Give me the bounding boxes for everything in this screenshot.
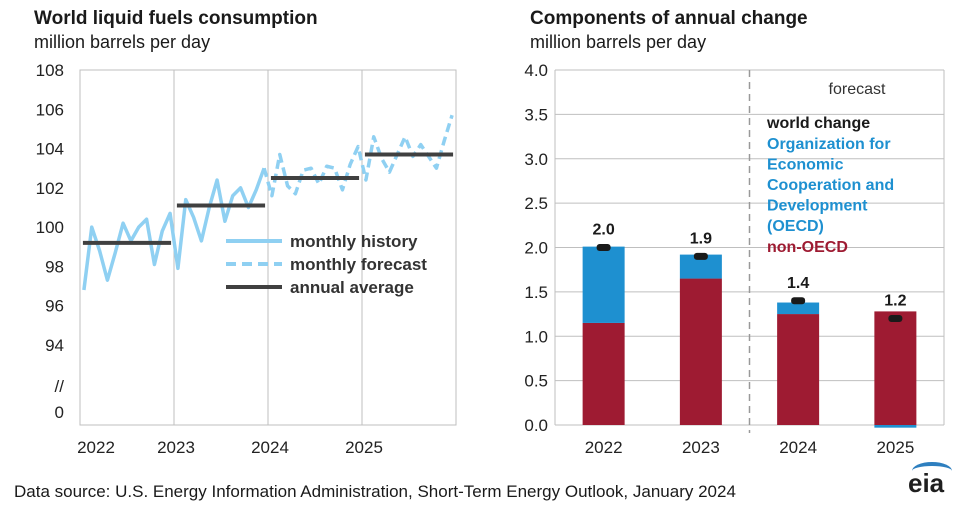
y-tick-label: 1.0 — [524, 327, 548, 346]
left-chart: 2022 2023 2024 2025 108 106 104 102 100 98 96 94 // 0… — [36, 61, 457, 457]
y-tick-label: 3.5 — [524, 105, 548, 124]
y-tick-label: 108 — [36, 61, 64, 80]
legend-oecd-line: Development — [767, 198, 868, 215]
eia-logo-arc-icon — [912, 462, 952, 480]
oecd-bar — [874, 425, 917, 428]
y-tick-label: 0.5 — [524, 372, 548, 391]
non-oecd-bar — [679, 278, 722, 425]
monthly-history-line — [82, 167, 266, 291]
data-label: 1.2 — [884, 293, 906, 310]
oecd-bar — [679, 254, 722, 279]
legend-label: monthly forecast — [290, 255, 427, 274]
y-tick-label: 2.5 — [524, 194, 548, 213]
x-tick-label: 2022 — [585, 438, 623, 457]
y-tick-label: 2.0 — [524, 239, 548, 258]
right-chart: 0.0 0.5 1.0 1.5 2.0 2.5 3.0 3.5 4.0 forecast 2.0 20… — [524, 61, 945, 457]
right-chart-subtitle: million barrels per day — [530, 32, 707, 52]
world-change-marker — [596, 244, 611, 251]
right-chart-title: Components of annual change — [530, 8, 808, 29]
axis-break-mark: // — [55, 377, 65, 396]
y-tick-label: 96 — [45, 297, 64, 316]
oecd-bar — [777, 302, 820, 315]
legend-oecd-line: Cooperation and — [767, 177, 894, 194]
y-tick-label: 100 — [36, 218, 64, 237]
non-oecd-bar — [777, 314, 820, 425]
y-tick-label: 98 — [45, 257, 64, 276]
y-tick-label: 102 — [36, 179, 64, 198]
legend-label: annual average — [290, 278, 414, 297]
y-tick-label: 3.0 — [524, 150, 548, 169]
y-tick-label: 4.0 — [524, 61, 548, 80]
monthly-forecast-line — [262, 114, 454, 198]
y-tick-label: 0 — [55, 403, 64, 422]
data-label: 1.9 — [690, 230, 712, 247]
x-tick-label: 2023 — [157, 438, 195, 457]
y-tick-label: 106 — [36, 100, 64, 119]
oecd-bar — [582, 246, 625, 323]
left-chart-title: World liquid fuels consumption — [34, 8, 318, 29]
y-tick-label: 104 — [36, 140, 64, 159]
legend-oecd-line: Economic — [767, 157, 844, 174]
legend-oecd-line: Organization for — [767, 136, 891, 153]
legend-non-oecd: non-OECD — [767, 239, 848, 256]
data-label: 1.4 — [787, 275, 809, 292]
y-tick-label: 0.0 — [524, 416, 548, 435]
eia-logo: eia — [908, 468, 945, 498]
world-change-marker — [888, 315, 903, 322]
x-tick-label: 2024 — [251, 438, 289, 457]
forecast-label: forecast — [829, 81, 886, 98]
x-tick-label: 2022 — [77, 438, 115, 457]
legend-label: monthly history — [290, 232, 418, 251]
x-tick-label: 2025 — [345, 438, 383, 457]
legend-world-change: world change — [766, 115, 870, 132]
data-source-note: Data source: U.S. Energy Information Adm… — [14, 482, 736, 501]
x-tick-label: 2023 — [682, 438, 720, 457]
left-chart-subtitle: million barrels per day — [34, 32, 211, 52]
non-oecd-bar — [582, 322, 625, 425]
x-tick-label: 2024 — [779, 438, 817, 457]
y-tick-label: 94 — [45, 336, 64, 355]
non-oecd-bar — [874, 311, 917, 425]
x-tick-label: 2025 — [876, 438, 914, 457]
legend-oecd-line: (OECD) — [767, 218, 824, 235]
y-tick-label: 1.5 — [524, 283, 548, 302]
data-label: 2.0 — [593, 222, 615, 239]
world-change-marker — [791, 297, 806, 305]
world-change-marker — [693, 252, 708, 260]
